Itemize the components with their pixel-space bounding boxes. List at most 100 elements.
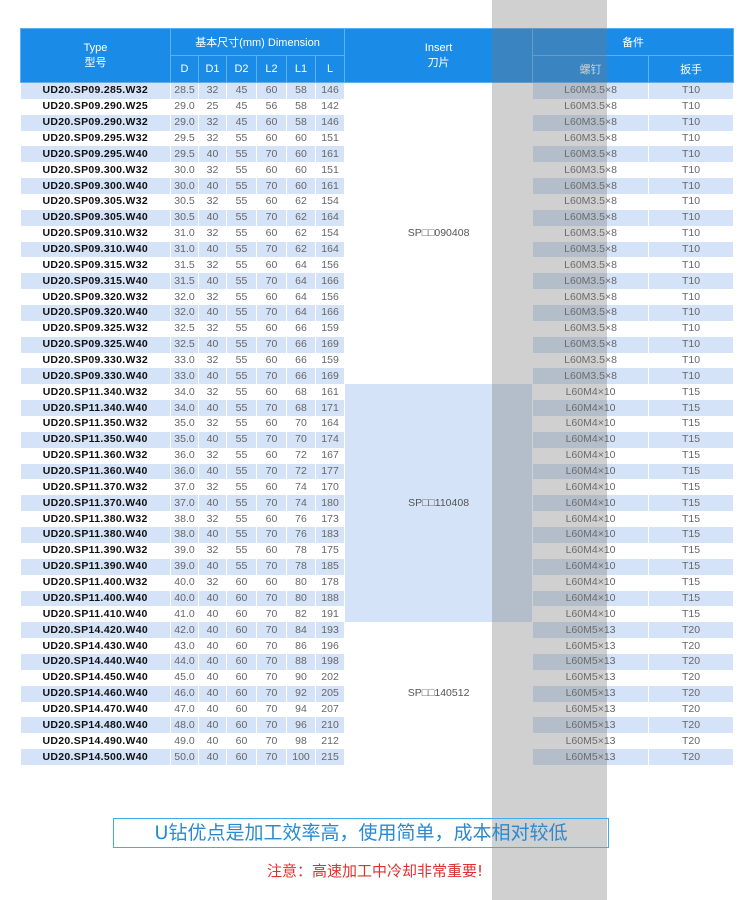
cell-d2: 55 [226,289,257,306]
table-row: UD20.SP09.325.W40 32.5 40 55 70 66 169 L60M3.5×… [20,336,735,353]
cell-wrench: T20 [648,638,735,654]
cell-d1: 32 [198,114,227,131]
table-row: UD20.SP11.400.W32 40.0 32 60 60 80 178 L60M4×10… [20,574,735,591]
cell-screw: L60M3.5×8 [532,257,650,274]
cell-l2: 70 [256,685,287,702]
cell-d1: 32 [198,257,227,274]
cell-d1: 25 [198,98,227,115]
table-row: UD20.SP11.350.W40 35.0 40 55 70 70 174 L60M4×10… [20,431,735,448]
cell-l1: 88 [286,653,316,670]
cell-l1: 70 [286,431,316,448]
cell-d2: 55 [226,479,257,496]
cell-d: 31.0 [170,241,199,258]
screw-header: 螺钉 [532,55,650,83]
cell-l: 151 [315,130,346,147]
table-row: UD20.SP09.320.W32 32.0 32 55 60 64 156 L60M3.5×… [20,289,735,306]
cell-wrench: T10 [648,194,735,210]
insert-header: Insert 刀片 [344,28,534,83]
table-row: UD20.SP11.370.W32 37.0 32 55 60 74 170 L60M4×10… [20,479,735,496]
cell-l1: 90 [286,669,316,686]
cell-type: UD20.SP11.350.W32 [20,416,171,432]
cell-d: 46.0 [170,685,199,702]
cell-l1: 58 [286,98,316,115]
cell-d: 29.5 [170,130,199,147]
cell-l: 174 [315,431,346,448]
table-row: UD20.SP14.430.W40 43.0 40 60 70 86 196 L60M5×13… [20,638,735,654]
cell-l: 146 [315,114,346,131]
table-row: UD20.SP11.340.W40 34.0 40 55 70 68 171 L60M4×10… [20,400,735,417]
cell-d2: 55 [226,162,257,179]
cell-screw: L60M3.5×8 [532,98,650,115]
cell-d: 30.5 [170,209,199,226]
cell-type: UD20.SP14.450.W40 [20,669,171,686]
cell-l1: 72 [286,447,316,464]
cell-d1: 32 [198,82,227,99]
cell-d1: 32 [198,130,227,147]
cell-l1: 62 [286,225,316,242]
cell-l: 161 [315,178,346,195]
cell-screw: L60M3.5×8 [532,114,650,131]
cell-l: 154 [315,225,346,242]
cell-screw: L60M5×13 [532,669,650,686]
cell-l: 159 [315,320,346,337]
cell-d2: 55 [226,336,257,353]
cell-l2: 60 [256,320,287,337]
cell-d2: 55 [226,527,257,543]
table-row: UD20.SP09.310.W40 31.0 40 55 70 62 164 L60M3.5×… [20,241,735,258]
cell-wrench: T10 [648,257,735,274]
cell-l1: 66 [286,368,316,385]
cell-l2: 70 [256,701,287,718]
cell-screw: L60M3.5×8 [532,130,650,147]
col-l2: L2 [256,55,287,83]
cell-l1: 60 [286,178,316,195]
cell-l1: 60 [286,146,316,163]
cell-d1: 32 [198,447,227,464]
cell-d2: 55 [226,241,257,258]
cell-d: 30.0 [170,178,199,195]
cell-d1: 32 [198,352,227,369]
table-row: UD20.SP11.380.W40 38.0 40 55 70 76 183 L60M4×10… [20,527,735,543]
cell-d1: 32 [198,574,227,591]
cell-d1: 40 [198,178,227,195]
cell-l: 164 [315,416,346,432]
cell-l: 178 [315,574,346,591]
cell-d2: 55 [226,209,257,226]
cell-l1: 62 [286,194,316,210]
cell-d1: 32 [198,511,227,528]
table-row: UD20.SP09.290.W32 29.0 32 45 60 58 146 L60M3.5×… [20,114,735,131]
cell-d: 32.5 [170,336,199,353]
table-row: UD20.SP14.420.W40 42.0 40 60 70 84 193 SP□□1405… [20,622,735,765]
cell-screw: L60M5×13 [532,749,650,765]
cell-type: UD20.SP14.430.W40 [20,638,171,654]
cell-d: 34.0 [170,400,199,417]
cell-l: 171 [315,400,346,417]
parts-header: 备件 [532,28,735,56]
cell-l2: 60 [256,162,287,179]
cell-d1: 32 [198,384,227,401]
cell-l2: 60 [256,447,287,464]
cell-d1: 32 [198,542,227,559]
cell-l: 166 [315,305,346,321]
cell-wrench: T10 [648,225,735,242]
cell-screw: L60M3.5×8 [532,289,650,306]
cell-l1: 92 [286,685,316,702]
cell-type: UD20.SP09.330.W40 [20,368,171,385]
cell-d2: 55 [226,194,257,210]
cell-screw: L60M4×10 [532,463,650,480]
cell-l2: 70 [256,273,287,290]
cell-l1: 78 [286,542,316,559]
cell-screw: L60M4×10 [532,542,650,559]
cell-l2: 70 [256,463,287,480]
cell-d: 35.0 [170,416,199,432]
col-d: D [170,55,199,83]
cell-d: 50.0 [170,749,199,765]
cell-l2: 70 [256,558,287,575]
cell-type: UD20.SP09.310.W32 [20,225,171,242]
cell-screw: L60M4×10 [532,511,650,528]
cell-screw: L60M4×10 [532,590,650,607]
cell-d: 31.5 [170,273,199,290]
table-row: UD20.SP11.360.W32 36.0 32 55 60 72 167 L60M4×10… [20,447,735,464]
cell-d2: 55 [226,273,257,290]
cell-l: 202 [315,669,346,686]
cell-l1: 66 [286,320,316,337]
